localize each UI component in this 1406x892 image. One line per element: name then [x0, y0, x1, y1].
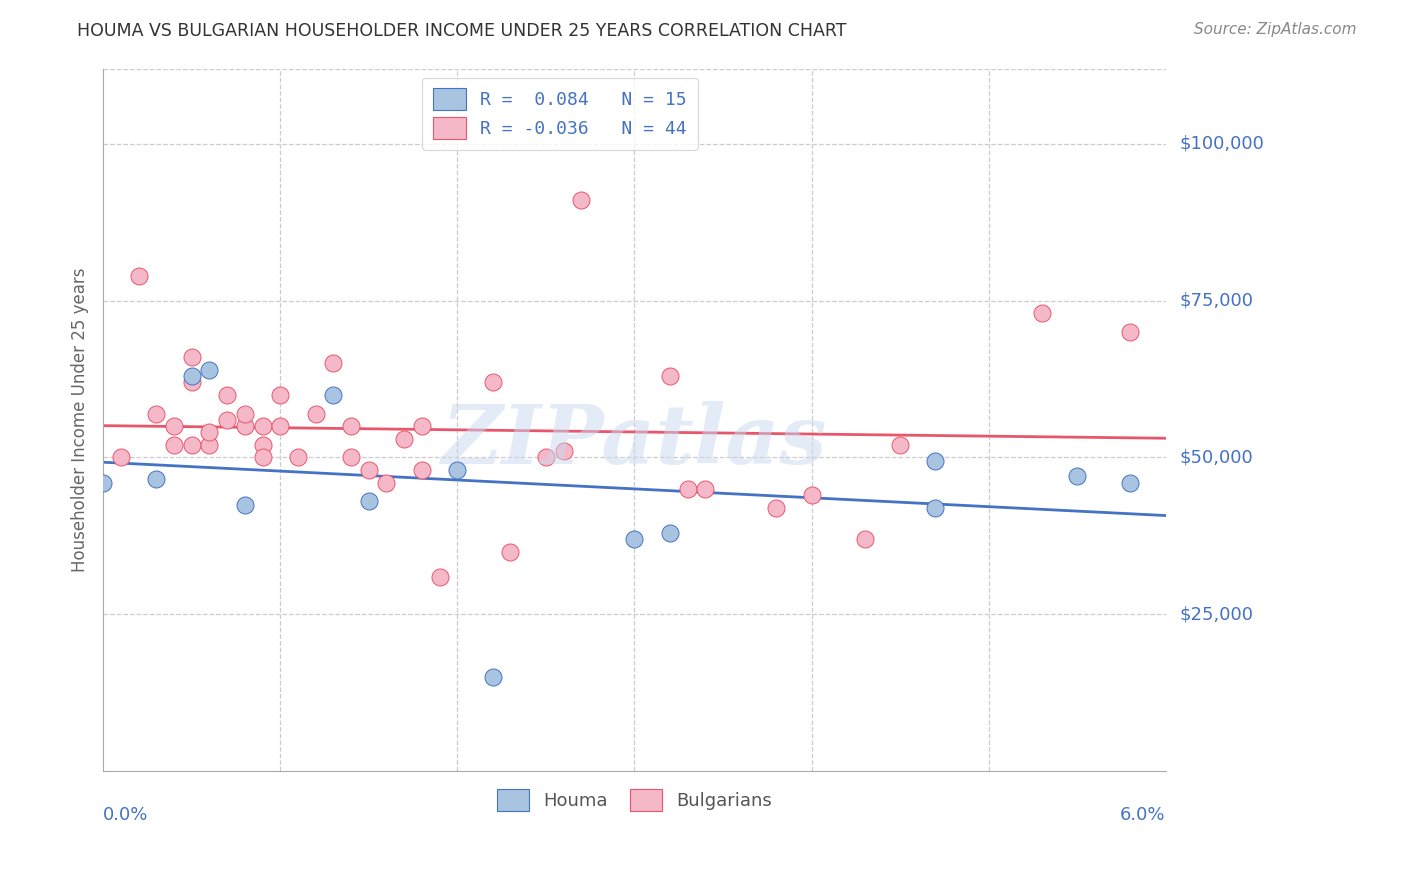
- Point: [446, 463, 468, 477]
- Point: [180, 438, 202, 452]
- Point: [287, 450, 309, 465]
- Point: [163, 419, 186, 434]
- Y-axis label: Householder Income Under 25 years: Householder Income Under 25 years: [72, 268, 89, 572]
- Point: [233, 419, 256, 434]
- Point: [1066, 469, 1088, 483]
- Point: [269, 388, 291, 402]
- Text: 6.0%: 6.0%: [1121, 806, 1166, 824]
- Point: [853, 532, 876, 546]
- Point: [357, 494, 380, 508]
- Point: [252, 450, 274, 465]
- Point: [534, 450, 557, 465]
- Point: [91, 475, 114, 490]
- Text: ZIPatlas: ZIPatlas: [441, 401, 827, 481]
- Point: [110, 450, 132, 465]
- Text: $25,000: $25,000: [1180, 606, 1254, 624]
- Point: [252, 419, 274, 434]
- Point: [481, 375, 503, 389]
- Point: [765, 500, 787, 515]
- Legend: Houma, Bulgarians: Houma, Bulgarians: [489, 782, 779, 818]
- Point: [1119, 325, 1142, 339]
- Text: Source: ZipAtlas.com: Source: ZipAtlas.com: [1194, 22, 1357, 37]
- Point: [1031, 306, 1053, 320]
- Point: [198, 425, 221, 440]
- Point: [800, 488, 823, 502]
- Point: [658, 525, 681, 540]
- Point: [499, 544, 522, 558]
- Point: [233, 407, 256, 421]
- Point: [623, 532, 645, 546]
- Point: [180, 368, 202, 383]
- Point: [340, 419, 363, 434]
- Point: [180, 350, 202, 364]
- Point: [676, 482, 699, 496]
- Point: [1119, 475, 1142, 490]
- Point: [217, 413, 239, 427]
- Point: [411, 463, 433, 477]
- Point: [163, 438, 186, 452]
- Point: [924, 453, 946, 467]
- Text: $75,000: $75,000: [1180, 292, 1254, 310]
- Point: [375, 475, 398, 490]
- Point: [924, 500, 946, 515]
- Point: [481, 670, 503, 684]
- Point: [322, 388, 344, 402]
- Point: [411, 419, 433, 434]
- Point: [322, 356, 344, 370]
- Point: [198, 438, 221, 452]
- Point: [128, 268, 150, 283]
- Point: [569, 194, 592, 208]
- Point: [252, 438, 274, 452]
- Point: [889, 438, 911, 452]
- Point: [658, 368, 681, 383]
- Point: [145, 472, 167, 486]
- Point: [233, 498, 256, 512]
- Point: [304, 407, 326, 421]
- Point: [198, 362, 221, 376]
- Point: [217, 388, 239, 402]
- Point: [429, 569, 451, 583]
- Text: $50,000: $50,000: [1180, 449, 1253, 467]
- Point: [357, 463, 380, 477]
- Point: [180, 375, 202, 389]
- Point: [340, 450, 363, 465]
- Point: [392, 432, 415, 446]
- Point: [269, 419, 291, 434]
- Point: [695, 482, 717, 496]
- Text: $100,000: $100,000: [1180, 135, 1264, 153]
- Point: [145, 407, 167, 421]
- Text: HOUMA VS BULGARIAN HOUSEHOLDER INCOME UNDER 25 YEARS CORRELATION CHART: HOUMA VS BULGARIAN HOUSEHOLDER INCOME UN…: [77, 22, 846, 40]
- Point: [553, 444, 575, 458]
- Text: 0.0%: 0.0%: [103, 806, 149, 824]
